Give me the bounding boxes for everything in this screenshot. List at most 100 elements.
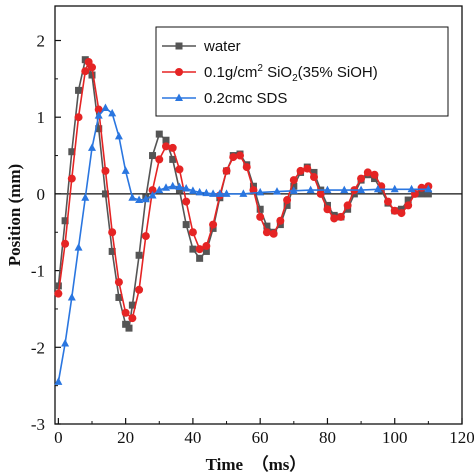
- data-point: [175, 165, 184, 174]
- data-point: [128, 301, 136, 309]
- data-point: [189, 245, 197, 253]
- data-point: [101, 166, 110, 175]
- data-point: [306, 185, 315, 194]
- legend-label-part: 0.1g/cm: [204, 64, 257, 81]
- legend-marker: [175, 68, 183, 76]
- data-point: [168, 143, 177, 152]
- data-point: [135, 285, 144, 294]
- data-point: [182, 184, 191, 192]
- x-tick-label: 20: [117, 428, 134, 447]
- data-point: [188, 228, 197, 237]
- data-point: [357, 185, 366, 194]
- data-point: [168, 181, 177, 190]
- data-point: [310, 168, 318, 176]
- data-point: [370, 170, 379, 179]
- data-point: [75, 86, 83, 94]
- data-point: [283, 201, 291, 209]
- data-point: [418, 190, 426, 198]
- data-point: [141, 194, 150, 203]
- data-point: [68, 148, 76, 156]
- data-point: [236, 151, 244, 160]
- x-tick-label: 60: [252, 428, 269, 447]
- data-point: [108, 228, 117, 237]
- data-point: [202, 242, 211, 251]
- data-point: [114, 131, 123, 140]
- data-point: [74, 113, 83, 122]
- data-point: [88, 63, 96, 72]
- data-point: [417, 183, 426, 192]
- data-point: [404, 196, 412, 204]
- data-point: [397, 209, 406, 218]
- data-point: [196, 254, 204, 262]
- data-point: [310, 173, 318, 182]
- data-point: [108, 247, 116, 255]
- legend-label: water: [203, 38, 241, 55]
- data-point: [269, 229, 278, 238]
- data-point: [182, 221, 190, 229]
- data-point: [54, 289, 63, 298]
- data-point: [162, 183, 170, 191]
- data-point: [162, 142, 170, 151]
- data-point: [323, 205, 332, 214]
- y-tick-label: -1: [31, 262, 45, 281]
- data-point: [162, 136, 170, 144]
- data-point: [135, 251, 143, 259]
- x-tick-label: 40: [184, 428, 201, 447]
- data-point: [404, 201, 413, 210]
- data-point: [128, 314, 137, 323]
- x-tick-label: 100: [382, 428, 408, 447]
- x-tick-label: 120: [449, 428, 474, 447]
- legend-marker: [175, 93, 183, 101]
- data-point: [343, 201, 352, 210]
- data-point: [263, 222, 271, 230]
- y-tick-label: -3: [31, 415, 45, 434]
- data-point: [373, 184, 382, 193]
- data-point: [202, 247, 210, 255]
- data-point: [384, 197, 392, 206]
- data-point: [54, 377, 63, 385]
- data-point: [424, 184, 433, 193]
- data-point: [242, 163, 251, 172]
- data-point: [390, 184, 399, 193]
- x-tick-label: 0: [54, 428, 63, 447]
- data-point: [88, 71, 96, 79]
- data-point: [256, 187, 265, 196]
- data-point: [283, 196, 292, 205]
- x-tick-label: 80: [319, 428, 336, 447]
- data-point: [316, 189, 325, 198]
- data-point: [81, 56, 89, 64]
- legend-marker: [175, 42, 183, 50]
- data-point: [239, 189, 248, 197]
- data-point: [195, 187, 204, 196]
- data-point: [149, 152, 157, 160]
- data-point: [61, 239, 70, 248]
- data-point: [135, 195, 144, 204]
- data-point: [363, 168, 372, 177]
- data-point: [101, 190, 109, 198]
- data-point: [330, 214, 339, 223]
- data-point: [121, 308, 130, 317]
- data-point: [276, 216, 285, 225]
- data-point: [303, 164, 312, 173]
- data-point: [289, 176, 298, 185]
- data-point: [94, 111, 103, 119]
- data-point: [256, 205, 264, 213]
- data-point: [357, 174, 366, 183]
- data-point: [290, 182, 298, 190]
- data-point: [148, 186, 157, 195]
- data-point: [273, 187, 281, 195]
- series-layer: [54, 56, 433, 385]
- data-point: [222, 189, 231, 197]
- data-point: [182, 197, 191, 206]
- y-axis-title: Position (mm): [5, 164, 24, 266]
- plot-frame: [54, 5, 463, 425]
- series-triangle: [54, 103, 433, 385]
- data-point: [222, 166, 231, 175]
- data-point: [121, 166, 130, 174]
- legend-box: [155, 26, 449, 117]
- data-point: [115, 293, 123, 301]
- legend-label: 0.2cmc SDS: [204, 90, 287, 107]
- y-tick-label: 2: [37, 32, 46, 51]
- data-point: [141, 232, 150, 241]
